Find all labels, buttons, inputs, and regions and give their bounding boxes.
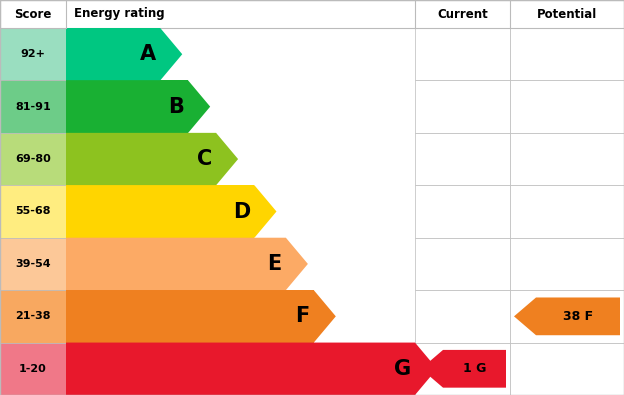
Text: 92+: 92+ (21, 49, 46, 59)
Bar (66, 133, 216, 185)
Text: 21-38: 21-38 (15, 311, 51, 322)
Polygon shape (66, 290, 336, 342)
Text: C: C (197, 149, 212, 169)
Polygon shape (66, 238, 308, 290)
Bar (415, 342, 510, 395)
Bar (510, 238, 624, 290)
Bar (66, 81, 188, 133)
Text: 69-80: 69-80 (15, 154, 51, 164)
Text: F: F (296, 307, 310, 326)
Text: 1 G: 1 G (463, 362, 486, 375)
Polygon shape (66, 81, 210, 133)
Bar (510, 81, 624, 133)
Bar (0, 0, 624, 28)
Bar (415, 81, 510, 133)
Text: B: B (168, 97, 184, 117)
Bar (0, 185, 66, 238)
Polygon shape (66, 28, 182, 81)
Bar (510, 342, 624, 395)
Text: 81-91: 81-91 (15, 102, 51, 112)
Bar (66, 238, 286, 290)
Text: A: A (140, 44, 156, 64)
Text: E: E (268, 254, 282, 274)
Bar (415, 238, 510, 290)
Bar (0, 290, 66, 342)
Bar (415, 133, 510, 185)
Polygon shape (514, 297, 620, 335)
Text: Potential: Potential (537, 8, 597, 21)
Polygon shape (66, 185, 276, 238)
Bar (66, 28, 160, 81)
Bar (0, 28, 66, 81)
Bar (415, 185, 510, 238)
Bar (66, 290, 314, 342)
Bar (510, 185, 624, 238)
Text: 38 F: 38 F (563, 310, 593, 323)
Polygon shape (66, 133, 238, 185)
Bar (415, 28, 510, 81)
Text: 55-68: 55-68 (15, 207, 51, 216)
Bar (0, 342, 66, 395)
Bar (66, 185, 255, 238)
Bar (0, 81, 66, 133)
Bar (0, 238, 66, 290)
Text: 1-20: 1-20 (19, 364, 47, 374)
Polygon shape (66, 342, 437, 395)
Text: Score: Score (14, 8, 52, 21)
Text: Energy rating: Energy rating (74, 8, 165, 21)
Bar (510, 290, 624, 342)
Bar (0, 133, 66, 185)
Bar (510, 28, 624, 81)
Bar (415, 290, 510, 342)
Bar (510, 133, 624, 185)
Bar (66, 342, 415, 395)
Text: G: G (394, 359, 411, 379)
Text: D: D (233, 201, 250, 222)
Text: Current: Current (437, 8, 488, 21)
Polygon shape (421, 350, 506, 387)
Text: 39-54: 39-54 (15, 259, 51, 269)
